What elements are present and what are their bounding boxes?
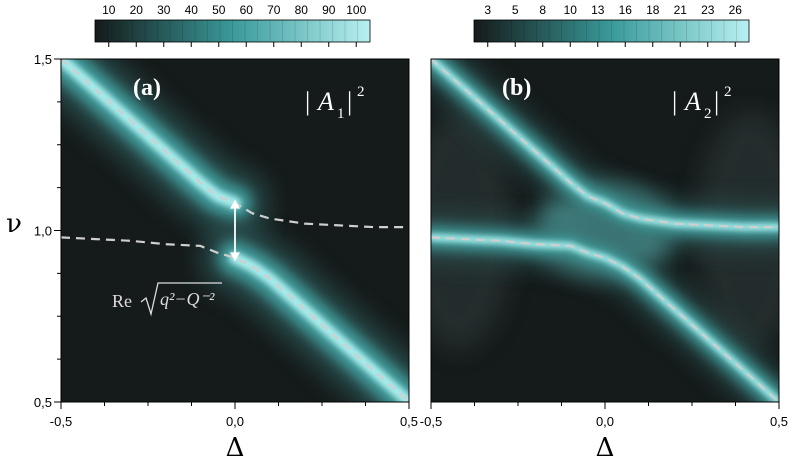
panel-b-xtick-label-2: 0,5 bbox=[770, 414, 788, 429]
svg-text:|: | bbox=[305, 87, 310, 116]
colorbar-b-tick-label-6: 18 bbox=[646, 3, 660, 17]
colorbar-a-tick-label-6: 70 bbox=[267, 3, 281, 17]
panel-b-xtick-label-1: 0,0 bbox=[596, 414, 614, 429]
colorbar-b-tick-label-1: 5 bbox=[512, 3, 519, 17]
panel-b-quantity-base: A bbox=[683, 87, 701, 116]
colorbar-a: 10 20 30 40 50 60 70 80 90 100 bbox=[94, 3, 371, 47]
panel-a-xtick-label-0: -0,5 bbox=[50, 414, 72, 429]
panel-b-quantity-sub: 2 bbox=[704, 106, 712, 122]
panel-a-quantity-base: A bbox=[316, 87, 334, 116]
colorbar-a-tick-label-8: 90 bbox=[322, 3, 336, 17]
panel-b-quantity-sup: 2 bbox=[724, 84, 732, 100]
colorbar-a-tick-label-5: 60 bbox=[240, 3, 254, 17]
colorbar-b-tick-label-5: 16 bbox=[619, 3, 633, 17]
svg-text:|: | bbox=[672, 87, 677, 116]
gap-arrow-head-down bbox=[230, 252, 240, 262]
colorbar-a-tick-label-1: 20 bbox=[130, 3, 144, 17]
colorbar-b-tick-label-7: 21 bbox=[674, 3, 688, 17]
panel-a-ylabel: ν bbox=[6, 209, 22, 239]
colorbar-a-tick-label-4: 50 bbox=[212, 3, 226, 17]
panel-a-ytick-label-0: 0,5 bbox=[34, 395, 52, 410]
panel-b-xlabel: Δ bbox=[596, 433, 615, 463]
panel-a-annotation: Re q²−Q⁻² bbox=[112, 282, 222, 317]
panel-a-quantity-sup: 2 bbox=[357, 84, 365, 100]
panel-b-quantity: | A 2 | 2 bbox=[672, 84, 732, 122]
svg-text:|: | bbox=[714, 87, 719, 116]
colorbar-b-tick-label-0: 3 bbox=[484, 3, 491, 17]
colorbar-a-tick-label-7: 80 bbox=[295, 3, 309, 17]
panel-a-xlabel: Δ bbox=[226, 433, 245, 463]
panel-b-xtick-label-0: -0,5 bbox=[420, 414, 442, 429]
colorbar-a-tick-label-2: 30 bbox=[157, 3, 171, 17]
colorbar-a-tick-label-9: 100 bbox=[346, 3, 366, 17]
gap-arrow-head-up bbox=[230, 199, 240, 209]
colorbar-b-tick-label-4: 13 bbox=[591, 3, 605, 17]
colorbar-a-tick-label-3: 40 bbox=[185, 3, 199, 17]
panel-a-label: (a) bbox=[133, 75, 161, 101]
panel-a-xtick-label-1: 0,0 bbox=[226, 414, 244, 429]
panel-b-dashed-curve-0 bbox=[431, 59, 779, 229]
panel-a-xtick-label-2: 0,5 bbox=[400, 414, 418, 429]
panel-a-quantity-sub: 1 bbox=[337, 106, 345, 122]
panel-b: (b) | A 2 | 2 bbox=[430, 58, 780, 403]
colorbar-b-tick-label-2: 8 bbox=[539, 3, 546, 17]
panel-a: (a) | A 1 | 2 Re q²−Q⁻² bbox=[60, 58, 410, 403]
svg-text:|: | bbox=[347, 87, 352, 116]
colorbar-b: 3 5 8 10 13 16 18 21 23 26 bbox=[473, 3, 750, 47]
panel-a-ytick-label-2: 1,5 bbox=[34, 52, 52, 67]
colorbar-b-tick-label-3: 10 bbox=[564, 3, 578, 17]
panel-a-quantity: | A 1 | 2 bbox=[305, 84, 365, 122]
colorbar-b-tick-label-9: 26 bbox=[729, 3, 743, 17]
panel-a-ytick-label-1: 1,0 bbox=[34, 224, 52, 239]
annotation-formula: q²−Q⁻² bbox=[160, 289, 215, 309]
panel-b-label: (b) bbox=[502, 75, 531, 101]
panel-b-ridge-core-1 bbox=[431, 233, 779, 402]
colorbar-a-tick-label-0: 10 bbox=[102, 3, 116, 17]
colorbar-b-tick-label-8: 23 bbox=[701, 3, 715, 17]
annotation-re: Re bbox=[112, 291, 132, 311]
